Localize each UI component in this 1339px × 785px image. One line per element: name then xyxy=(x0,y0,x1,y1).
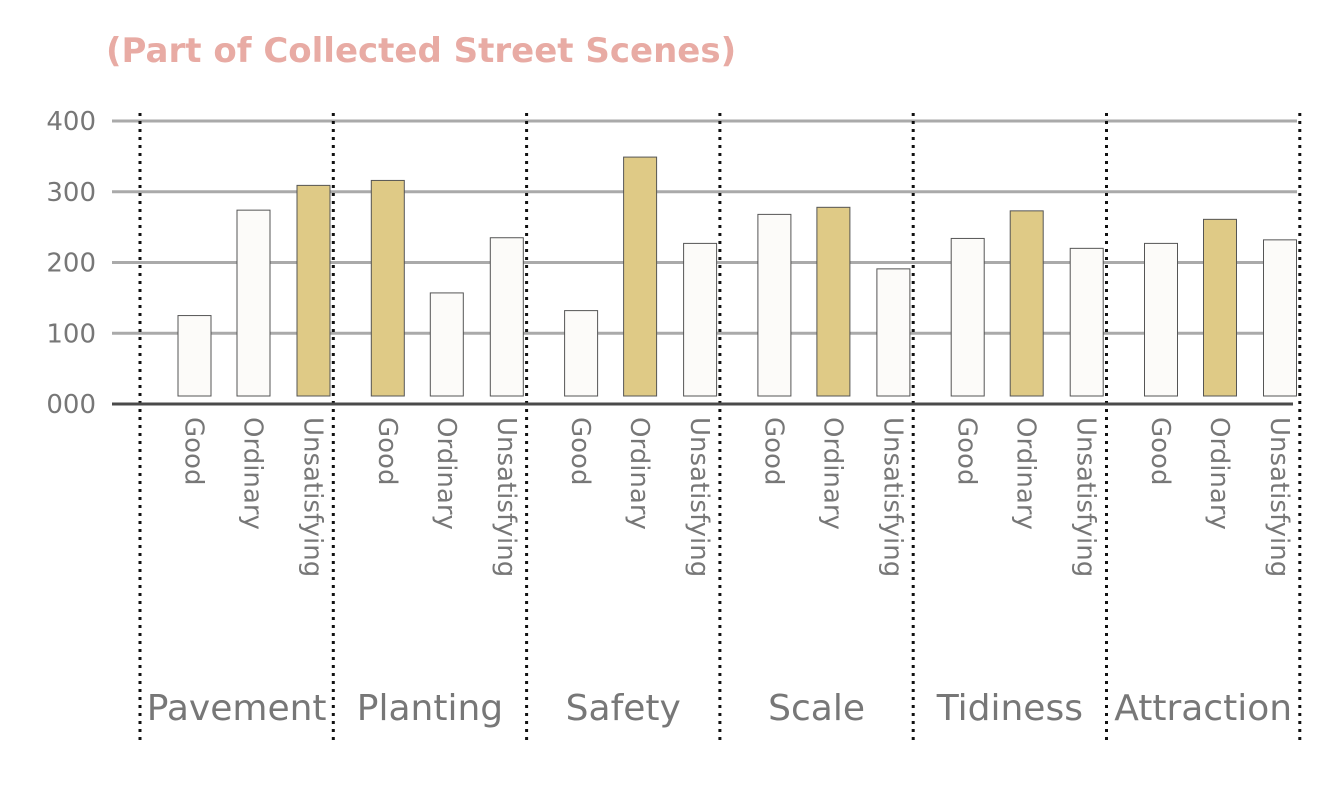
group-label: Tidiness xyxy=(936,688,1083,729)
y-tick-label: 200 xyxy=(46,249,96,279)
group-label: Pavement xyxy=(147,688,327,729)
category-tick-label: Good xyxy=(758,417,788,485)
bar xyxy=(1263,239,1297,397)
group-label: Attraction xyxy=(1114,688,1292,729)
category-tick-label: Good xyxy=(372,417,402,485)
bar xyxy=(296,184,331,397)
group-label: Planting xyxy=(357,688,503,729)
chart-title: (Part of Collected Street Scenes) xyxy=(106,31,736,71)
bar xyxy=(564,310,599,397)
bar xyxy=(816,206,851,397)
bar xyxy=(683,242,718,397)
bar xyxy=(1144,242,1178,397)
bar xyxy=(236,209,271,397)
bar xyxy=(177,315,212,397)
category-tick-label: Good xyxy=(1145,417,1175,485)
category-tick-label: Good xyxy=(952,417,982,485)
category-tick-label: Unsatisfying xyxy=(298,417,328,577)
y-tick-label: 400 xyxy=(46,107,96,137)
bar xyxy=(950,237,985,397)
category-tick-label: Good xyxy=(179,417,209,485)
category-tick-label: Unsatisfying xyxy=(684,417,714,577)
category-tick-label: Good xyxy=(565,417,595,485)
category-tick-label: Unsatisfying xyxy=(1071,417,1101,577)
category-tick-label: Ordinary xyxy=(238,417,268,530)
axis-layer: 000 100 200 300 400 xyxy=(46,107,1293,420)
category-tick-label: Ordinary xyxy=(1011,417,1041,530)
bar xyxy=(1009,210,1044,397)
label-layer: Good Ordinary Unsatisfying Pavement Good Ordi… xyxy=(147,417,1294,729)
bar xyxy=(623,156,658,397)
y-tick-label: 300 xyxy=(46,178,96,208)
category-tick-label: Unsatisfying xyxy=(1264,417,1294,577)
bar xyxy=(429,292,464,397)
y-tick-label: 100 xyxy=(46,319,96,349)
y-tick-label: 000 xyxy=(46,390,96,420)
group-divider-layer xyxy=(138,113,1302,745)
bar xyxy=(370,179,405,397)
category-tick-label: Ordinary xyxy=(431,417,461,530)
group-label: Safety xyxy=(566,688,681,729)
group-label: Scale xyxy=(768,688,865,729)
bar xyxy=(489,237,524,397)
bar xyxy=(1069,247,1104,397)
category-tick-label: Ordinary xyxy=(624,417,654,530)
category-tick-label: Ordinary xyxy=(1204,417,1234,530)
bar xyxy=(757,213,792,397)
bar xyxy=(1203,218,1237,397)
category-tick-label: Unsatisfying xyxy=(877,417,907,577)
bar-layer xyxy=(177,156,1297,397)
bar xyxy=(876,268,911,397)
category-tick-label: Unsatisfying xyxy=(491,417,521,577)
category-tick-label: Ordinary xyxy=(817,417,847,530)
